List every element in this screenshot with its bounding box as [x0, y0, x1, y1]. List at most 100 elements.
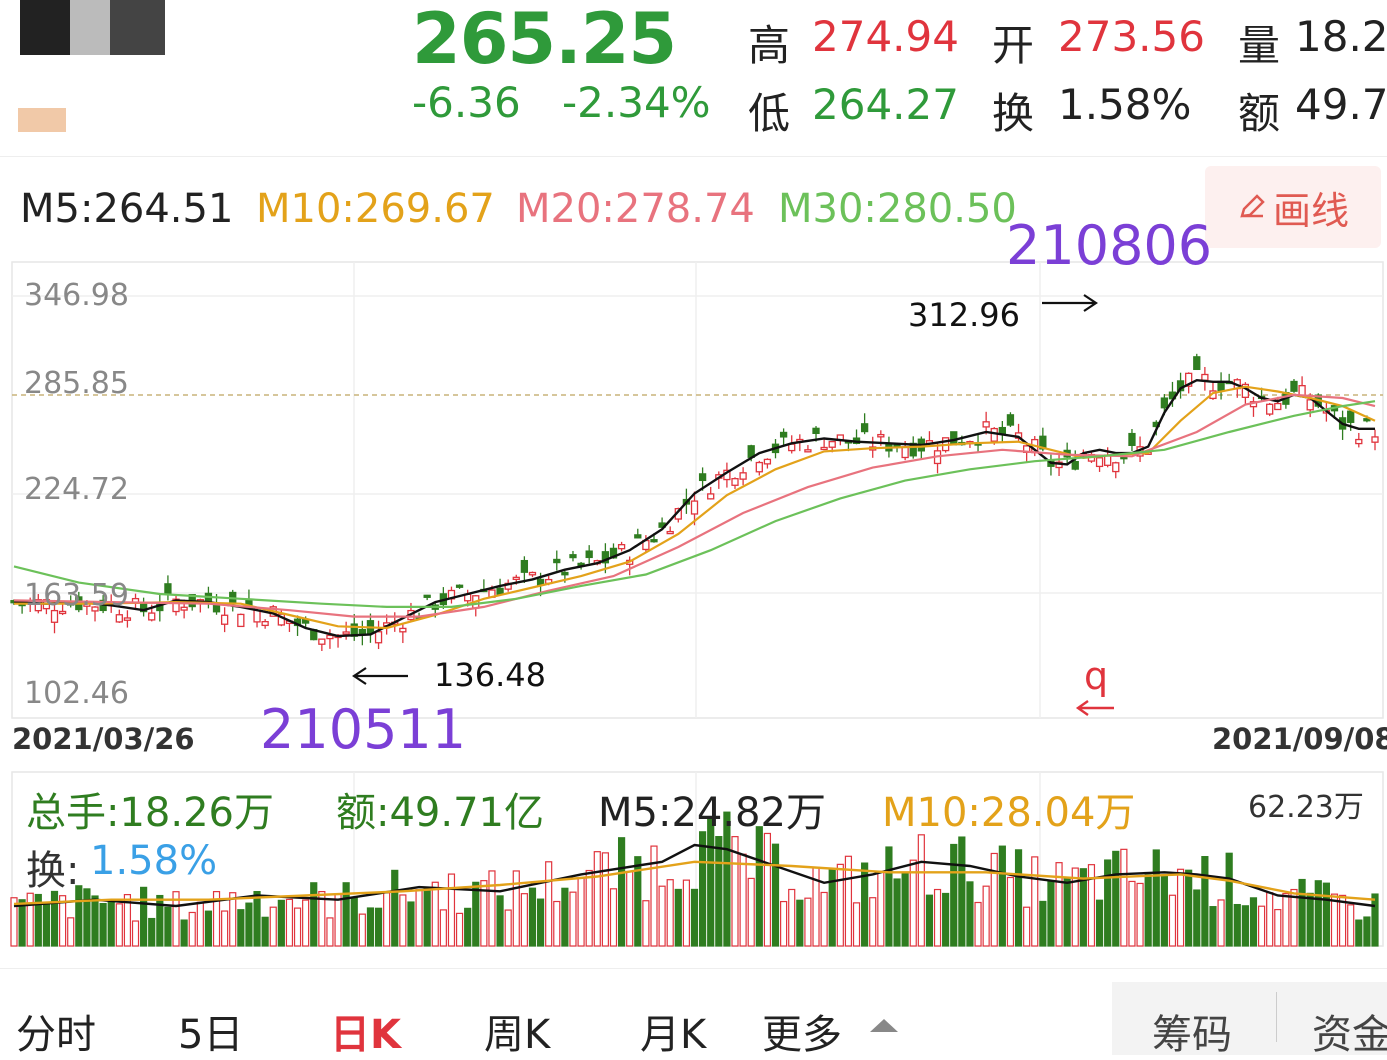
candle-body [34, 599, 42, 612]
caret-up-icon [870, 1019, 898, 1032]
candle-body [1347, 410, 1355, 423]
volume-bar [723, 811, 731, 947]
volume-bar [512, 870, 520, 947]
volume-bar [1249, 897, 1258, 947]
volume-bar [91, 895, 99, 947]
candle-body [820, 446, 828, 451]
tab-5day[interactable]: 5日 [178, 1012, 244, 1058]
volume-bar [504, 909, 512, 947]
volume-bar [536, 898, 545, 947]
ma20-legend: M20:278.74 [516, 186, 755, 232]
volume-bar [528, 887, 537, 947]
price-change-pct: -2.34% [562, 78, 711, 127]
tab-more[interactable]: 更多 [762, 1012, 842, 1058]
tab-funds[interactable]: 资金 [1312, 1012, 1387, 1058]
draw-line-button[interactable]: 画线 [1205, 166, 1381, 248]
volume-bar [221, 910, 229, 947]
candle-body [1185, 372, 1193, 387]
volume-bar [585, 869, 593, 947]
volume-bar [391, 869, 399, 947]
candle-body [1355, 438, 1363, 445]
volume-bar [763, 832, 772, 947]
volume-bar [1322, 882, 1330, 947]
volume-bar [1079, 868, 1087, 947]
tab-weekly-k[interactable]: 周K [484, 1012, 551, 1058]
candle-body [318, 638, 326, 645]
volume-bar [950, 843, 958, 947]
ma30-line [13, 400, 1376, 608]
y-tick-label: 285.85 [24, 366, 129, 401]
candle-body [1363, 418, 1371, 422]
volume-bar [601, 852, 609, 947]
volume-bar [674, 888, 682, 947]
volume-bar [569, 891, 577, 947]
volume-bar [666, 879, 674, 947]
ma30-legend: M30:280.50 [778, 186, 1017, 232]
volume-bar [212, 891, 221, 947]
volume-bar [496, 895, 504, 947]
kline-chart[interactable] [0, 0, 1387, 960]
volume-bar [123, 894, 132, 947]
volume-bar [261, 916, 269, 947]
volume-bar [893, 878, 901, 947]
candle-body [512, 576, 520, 580]
volume-amount: 额:49.71亿 [336, 790, 544, 836]
volume-bar [780, 900, 788, 947]
candle-body [1112, 462, 1120, 473]
tab-intraday[interactable]: 分时 [16, 1012, 96, 1058]
volume-bar [310, 882, 318, 947]
volume-bar [796, 899, 804, 947]
ma5-line [13, 378, 1375, 638]
tab-monthly-k[interactable]: 月K [640, 1012, 707, 1058]
volume-bar [245, 902, 253, 947]
volume-bar [59, 895, 67, 947]
candle-body [91, 606, 99, 612]
volume-bar [658, 885, 666, 947]
candle-body [1095, 457, 1104, 468]
volume-bar [877, 871, 885, 947]
volume-bar [1176, 868, 1185, 947]
tab-daily-k[interactable]: 日K [330, 1012, 401, 1058]
volume-total: 总手:18.26万 [26, 790, 274, 836]
volume-bar [188, 911, 196, 947]
volume-bar [1241, 905, 1249, 947]
tab-chips[interactable]: 筹码 [1152, 1012, 1232, 1058]
candle-body [982, 421, 990, 428]
candle-body [990, 427, 998, 442]
candle-body [569, 554, 577, 559]
candle-body [617, 544, 626, 550]
volume-bar [545, 861, 553, 947]
volume-bar [974, 901, 982, 947]
volume-bar [318, 890, 326, 947]
volume-bar [196, 901, 204, 947]
volume-bar [334, 893, 342, 947]
volume-bar [707, 816, 715, 947]
volume-bar [739, 853, 747, 947]
volume-bar [1290, 888, 1298, 947]
x-end-date: 2021/09/08 [1212, 722, 1387, 756]
volume-bar [1104, 859, 1112, 947]
candle-body [1193, 356, 1201, 371]
volume-bar [1347, 904, 1355, 947]
candle-body [634, 534, 642, 539]
candle-body [399, 627, 407, 633]
candle-body [860, 423, 869, 433]
candle-body [739, 472, 747, 480]
ma5-legend: M5:264.51 [20, 186, 234, 232]
volume-bar [1014, 849, 1023, 947]
volume-bar [836, 863, 844, 947]
volume-bar [1006, 876, 1015, 947]
volume-bar [1160, 874, 1168, 947]
volume-bar [861, 862, 869, 947]
candle-body [950, 431, 958, 446]
volume-bar [609, 888, 618, 947]
volume-bar [383, 892, 391, 947]
volume-bar [1306, 892, 1314, 947]
candle-body [804, 449, 812, 453]
volume-ma5: M5:24.82万 [598, 790, 826, 836]
ma10-legend: M10:269.67 [256, 186, 495, 232]
candle-body [763, 458, 772, 465]
volume-bar [439, 909, 447, 947]
volume-bar [1371, 893, 1379, 947]
high-annotation-value: 312.96 [908, 296, 1020, 334]
